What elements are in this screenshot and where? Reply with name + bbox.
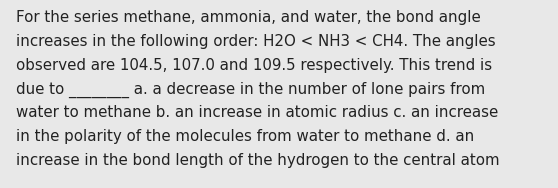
- Text: observed are 104.5, 107.0 and 109.5 respectively. This trend is: observed are 104.5, 107.0 and 109.5 resp…: [16, 58, 492, 73]
- Text: due to ________ a. a decrease in the number of lone pairs from: due to ________ a. a decrease in the num…: [16, 81, 485, 98]
- Text: For the series methane, ammonia, and water, the bond angle: For the series methane, ammonia, and wat…: [16, 10, 481, 25]
- Text: increase in the bond length of the hydrogen to the central atom: increase in the bond length of the hydro…: [16, 153, 499, 168]
- Text: in the polarity of the molecules from water to methane d. an: in the polarity of the molecules from wa…: [16, 129, 474, 144]
- Text: increases in the following order: H2O < NH3 < CH4. The angles: increases in the following order: H2O < …: [16, 34, 496, 49]
- Text: water to methane b. an increase in atomic radius c. an increase: water to methane b. an increase in atomi…: [16, 105, 498, 120]
